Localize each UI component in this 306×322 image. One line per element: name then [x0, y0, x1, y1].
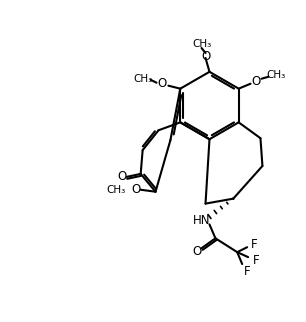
Text: HN: HN [193, 214, 210, 227]
Text: O: O [192, 245, 201, 258]
Text: CH₃: CH₃ [106, 185, 125, 195]
Text: O: O [158, 77, 167, 90]
Text: CH₃: CH₃ [133, 74, 152, 84]
Text: CH₃: CH₃ [267, 70, 286, 80]
Text: CH₃: CH₃ [192, 39, 211, 49]
Text: F: F [251, 238, 257, 251]
Text: O: O [131, 183, 140, 196]
Text: O: O [201, 51, 210, 63]
Text: F: F [244, 265, 250, 279]
Text: O: O [117, 170, 126, 183]
Text: F: F [253, 254, 259, 267]
Text: O: O [251, 75, 260, 88]
